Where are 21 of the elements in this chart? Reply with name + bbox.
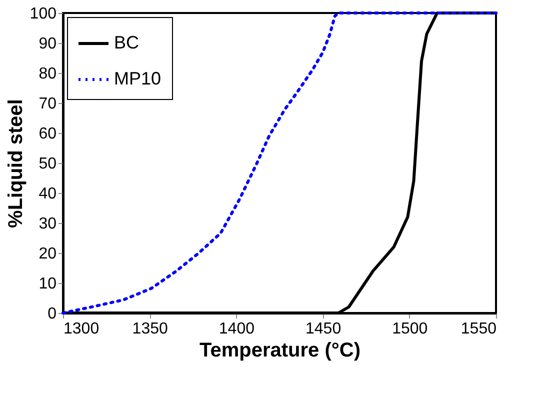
y-tick-label: 40 bbox=[38, 186, 57, 202]
x-tick-label: 1400 bbox=[218, 320, 255, 338]
y-tick-label: 60 bbox=[38, 126, 57, 142]
y-axis-title: %Liquid steel bbox=[4, 99, 27, 228]
y-tick-label: 0 bbox=[48, 306, 57, 322]
y-tick-label: 10 bbox=[38, 276, 57, 292]
y-tick-label: 30 bbox=[38, 216, 57, 232]
x-axis-title: Temperature (°C) bbox=[200, 340, 360, 362]
y-tick-label: 50 bbox=[38, 156, 57, 172]
x-tick-label: 1500 bbox=[392, 320, 428, 338]
x-tick-label: 1300 bbox=[64, 320, 100, 338]
x-tick-label: 1550 bbox=[460, 320, 497, 338]
legend-label: BC bbox=[114, 32, 140, 52]
legend-label: MP10 bbox=[114, 68, 162, 88]
y-tick-label: 100 bbox=[30, 6, 57, 22]
x-tick-label: 1350 bbox=[132, 320, 168, 338]
y-tick-label: 70 bbox=[38, 96, 57, 112]
x-tick-label: 1450 bbox=[306, 320, 342, 338]
y-tick-label: 80 bbox=[38, 66, 57, 82]
y-tick-label: 90 bbox=[38, 36, 57, 52]
y-tick-label: 20 bbox=[38, 246, 57, 262]
